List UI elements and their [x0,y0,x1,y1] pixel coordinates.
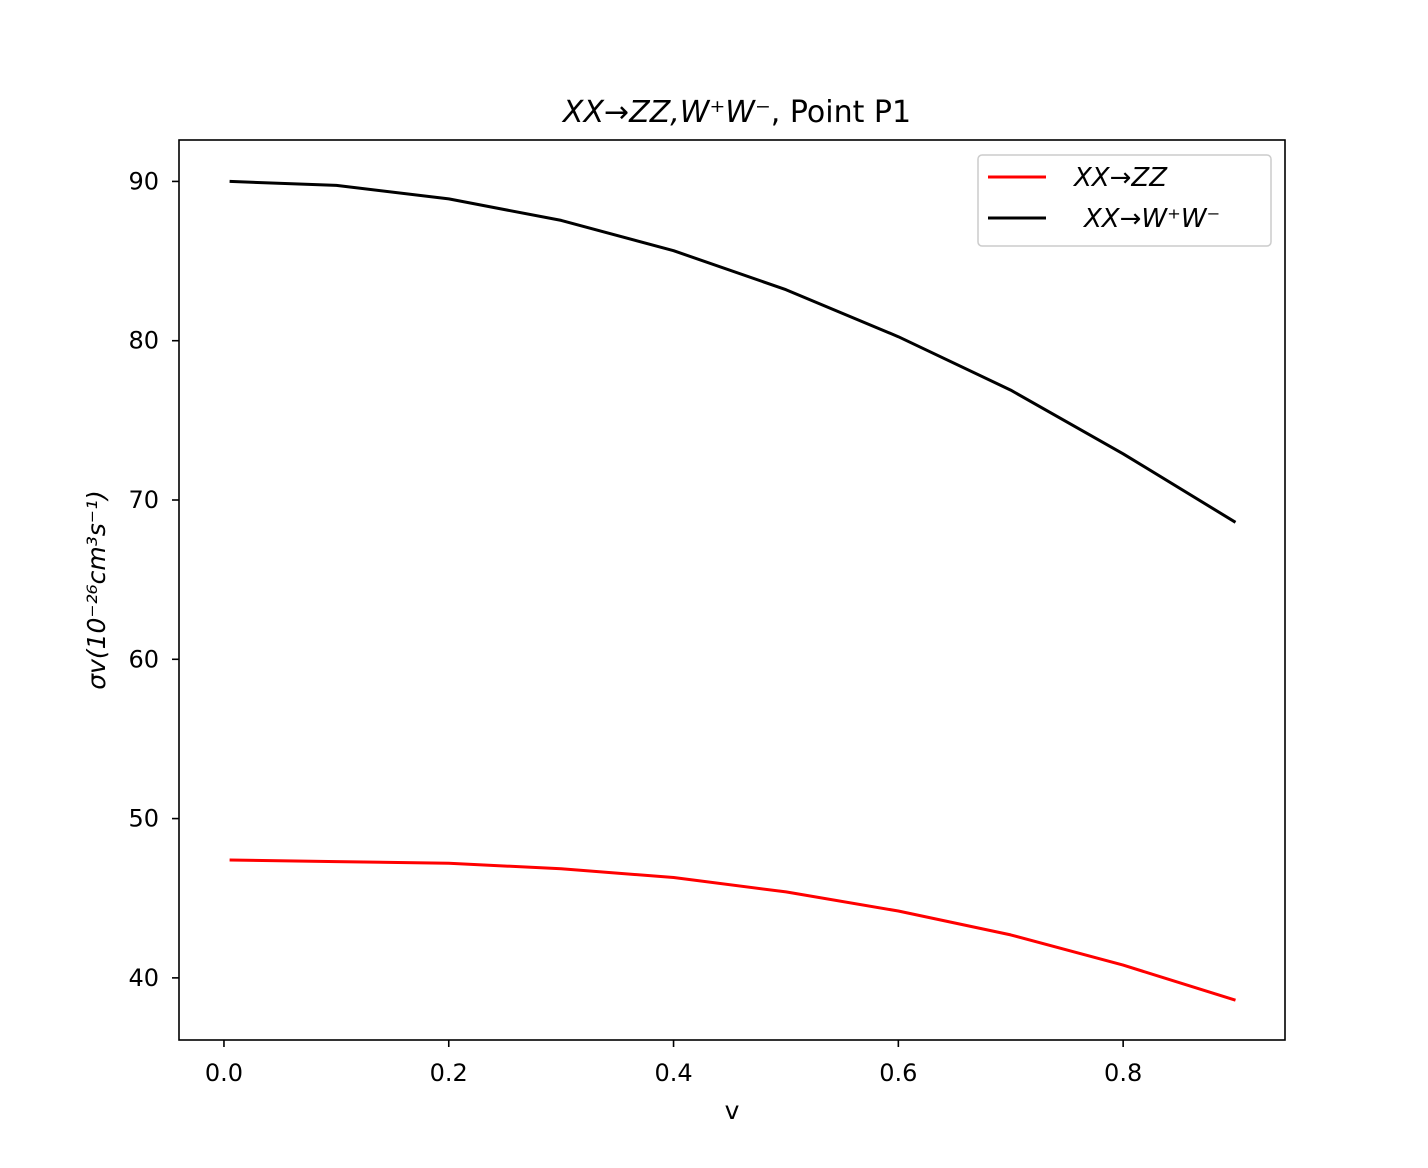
x-tick-label: 0.6 [879,1059,917,1087]
y-tick-label: 40 [128,964,159,992]
x-tick-label: 0.4 [654,1059,692,1087]
x-axis-ticks: 0.0 0.2 0.4 0.6 0.8 [205,1040,1142,1087]
y-tick-label: 60 [128,645,159,673]
legend: XX→ZZ XX→W⁺W⁻ [977,154,1272,247]
legend-label-zz: XX→ZZ [1072,163,1168,193]
chart-title: XX→ZZ,W⁺W⁻, Point P1 [561,95,911,130]
y-tick-label: 70 [128,486,159,514]
legend-box [977,154,1272,247]
chart-title-math: XX→ZZ,W⁺W⁻ [561,95,771,130]
series-line-1 [229,179,1237,524]
y-axis-ticks: 40 50 60 70 80 90 [128,167,179,992]
y-axis-label: σv(10⁻²⁶cm³s⁻¹) [82,490,111,690]
plot-area [178,139,1286,1041]
series-layer [229,179,1237,1002]
x-tick-label: 0.0 [205,1059,243,1087]
y-tick-label: 90 [128,167,159,195]
y-tick-label: 80 [128,327,159,355]
series-line-0 [229,858,1236,1002]
legend-label-ww: XX→W⁺W⁻ [1082,204,1220,234]
x-tick-label: 0.2 [430,1059,468,1087]
y-tick-label: 50 [128,805,159,833]
chart-title-text: , Point P1 [771,95,911,130]
x-tick-label: 0.8 [1104,1059,1142,1087]
x-axis-label: v [725,1096,740,1125]
